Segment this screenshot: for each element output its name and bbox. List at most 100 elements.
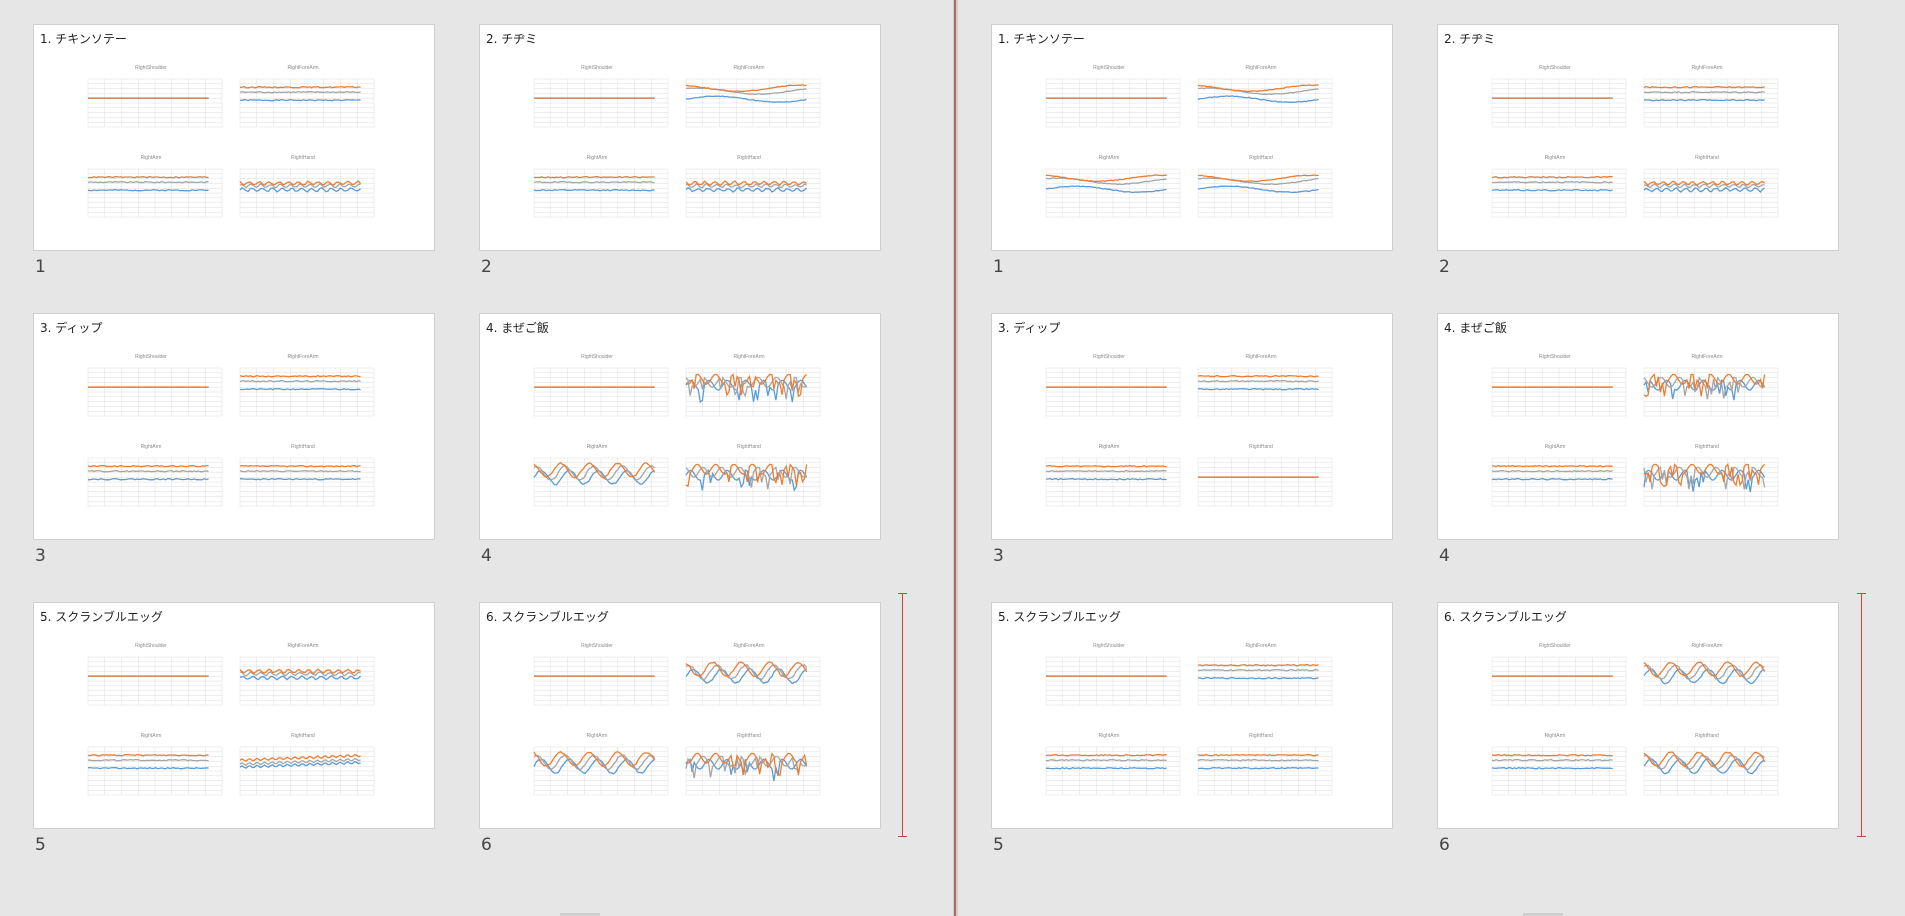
chart-series-line <box>1197 766 1319 770</box>
chart-series-line <box>685 373 808 398</box>
slide-thumbnail[interactable]: 1. チキンソテー RightShoulder RightForeArm RightA… <box>33 24 435 251</box>
chart-series-line <box>1045 464 1167 468</box>
slide-number: 5 <box>993 835 1004 855</box>
chart-arm: RightArm <box>1480 153 1630 231</box>
slide-thumbnail[interactable]: 4. まぜご飯 RightShoulder RightForeArm RightArm… <box>1437 313 1839 540</box>
chart-shoulder-svg: RightShoulder <box>87 65 223 128</box>
chart-forearm-svg: RightForeArm <box>1197 354 1333 417</box>
chart-forearm-svg: RightForeArm <box>239 65 375 128</box>
chart-shoulder: RightShoulder <box>76 352 226 430</box>
chart-title: RightShoulder <box>1093 65 1125 71</box>
chart-title: RightHand <box>1249 155 1273 161</box>
chart-hand: RightHand <box>1186 442 1336 520</box>
chart-series-line <box>1197 758 1319 762</box>
chart-hand-svg: RightHand <box>1643 444 1779 507</box>
chart-series-line <box>1197 374 1319 378</box>
chart-arm: RightArm <box>1034 731 1184 809</box>
slide-number: 1 <box>35 257 46 277</box>
horizontal-scrollbar[interactable] <box>560 913 600 916</box>
chart-series-line <box>533 461 656 479</box>
chart-title: RightArm <box>141 444 162 450</box>
chart-title: RightHand <box>1695 444 1719 450</box>
chart-title: RightHand <box>291 444 315 450</box>
chart-title: RightShoulder <box>1539 65 1571 71</box>
chart-forearm-svg: RightForeArm <box>1643 65 1779 128</box>
chart-shoulder: RightShoulder <box>1480 352 1630 430</box>
slide-thumbnail[interactable]: 2. チヂミ RightShoulder RightForeArm RightArm R… <box>1437 24 1839 251</box>
chart-shoulder: RightShoulder <box>76 63 226 141</box>
chart-title: RightHand <box>1695 155 1719 161</box>
chart-arm: RightArm <box>522 731 672 809</box>
slide-title: 4. まぜご飯 <box>1444 321 1507 335</box>
chart-series-line <box>1643 376 1766 400</box>
chart-series-line <box>239 374 361 378</box>
slide-title: 5. スクランブルエッグ <box>998 610 1121 624</box>
slide-title: 1. チキンソテー <box>40 32 127 46</box>
chart-title: RightHand <box>1695 733 1719 739</box>
chart-forearm: RightForeArm <box>1632 641 1782 719</box>
chart-title: RightArm <box>1099 444 1120 450</box>
slide-title: 4. まぜご飯 <box>486 321 549 335</box>
slide-title: 6. スクランブルエッグ <box>486 610 609 624</box>
chart-series-line <box>1643 90 1765 94</box>
chart-shoulder-svg: RightShoulder <box>1491 65 1627 128</box>
chart-hand: RightHand <box>674 153 824 231</box>
chart-series-line <box>239 379 361 383</box>
chart-hand-svg: RightHand <box>239 155 375 218</box>
slide-number: 5 <box>35 835 46 855</box>
slide-number: 1 <box>993 257 1004 277</box>
chart-series-line <box>1643 98 1765 102</box>
slide-number: 4 <box>1439 546 1450 566</box>
slide-thumbnail[interactable]: 1. チキンソテー RightShoulder RightForeArm RightA… <box>991 24 1393 251</box>
chart-title: RightForeArm <box>1691 643 1722 649</box>
chart-series-line <box>87 469 209 473</box>
slide-thumbnail[interactable]: 5. スクランブルエッグ RightShoulder RightForeArm Rig… <box>991 602 1393 829</box>
slide-thumbnail[interactable]: 4. まぜご飯 RightShoulder RightForeArm RightArm… <box>479 313 881 540</box>
chart-series-line <box>1045 766 1167 770</box>
chart-series-line <box>87 766 209 770</box>
slide-title: 2. チヂミ <box>486 32 538 46</box>
chart-forearm: RightForeArm <box>1186 352 1336 430</box>
chart-hand-svg: RightHand <box>1197 155 1333 218</box>
chart-series-line <box>239 182 361 189</box>
chart-arm-svg: RightArm <box>87 155 223 218</box>
chart-series-line <box>685 84 807 93</box>
chart-series-line <box>239 85 361 89</box>
chart-shoulder-svg: RightShoulder <box>533 65 669 128</box>
chart-series-line <box>239 760 361 769</box>
chart-arm: RightArm <box>76 731 226 809</box>
chart-title: RightShoulder <box>135 643 167 649</box>
horizontal-scrollbar[interactable] <box>1523 913 1563 916</box>
chart-title: RightArm <box>587 155 608 161</box>
chart-shoulder-svg: RightShoulder <box>1491 643 1627 706</box>
chart-series-line <box>1491 469 1613 473</box>
chart-series-line <box>1491 175 1613 179</box>
chart-title: RightForeArm <box>287 354 318 360</box>
slide-thumbnail[interactable]: 3. ディップ RightShoulder RightForeArm RightArm… <box>33 313 435 540</box>
chart-title: RightForeArm <box>1691 354 1722 360</box>
chart-hand-svg: RightHand <box>1643 155 1779 218</box>
chart-forearm: RightForeArm <box>1632 352 1782 430</box>
chart-arm: RightArm <box>76 153 226 231</box>
chart-shoulder-svg: RightShoulder <box>1045 354 1181 417</box>
chart-hand-svg: RightHand <box>1197 733 1333 796</box>
slide-thumbnail[interactable]: 6. スクランブルエッグ RightShoulder RightForeArm Rig… <box>1437 602 1839 829</box>
chart-title: RightShoulder <box>1539 354 1571 360</box>
slide-thumbnail[interactable]: 5. スクランブルエッグ RightShoulder RightForeArm Rig… <box>33 602 435 829</box>
chart-series-line <box>1491 477 1613 481</box>
slide-thumbnail[interactable]: 6. スクランブルエッグ RightShoulder RightForeArm Rig… <box>479 602 881 829</box>
slide-thumbnail[interactable]: 3. ディップ RightShoulder RightForeArm RightArm… <box>991 313 1393 540</box>
chart-series-line <box>239 674 362 681</box>
chart-hand: RightHand <box>228 153 378 231</box>
pane-splitter[interactable] <box>953 0 958 916</box>
chart-series-line <box>1045 758 1167 762</box>
chart-series-line <box>533 180 655 184</box>
chart-series-line <box>239 180 362 186</box>
chart-series-line <box>1197 676 1319 680</box>
chart-series-line <box>1491 464 1613 468</box>
chart-series-line <box>533 175 655 179</box>
chart-shoulder-svg: RightShoulder <box>533 354 669 417</box>
slide-thumbnail[interactable]: 2. チヂミ RightShoulder RightForeArm RightArm R… <box>479 24 881 251</box>
chart-series-line <box>87 464 209 468</box>
chart-series-line <box>1491 180 1613 184</box>
